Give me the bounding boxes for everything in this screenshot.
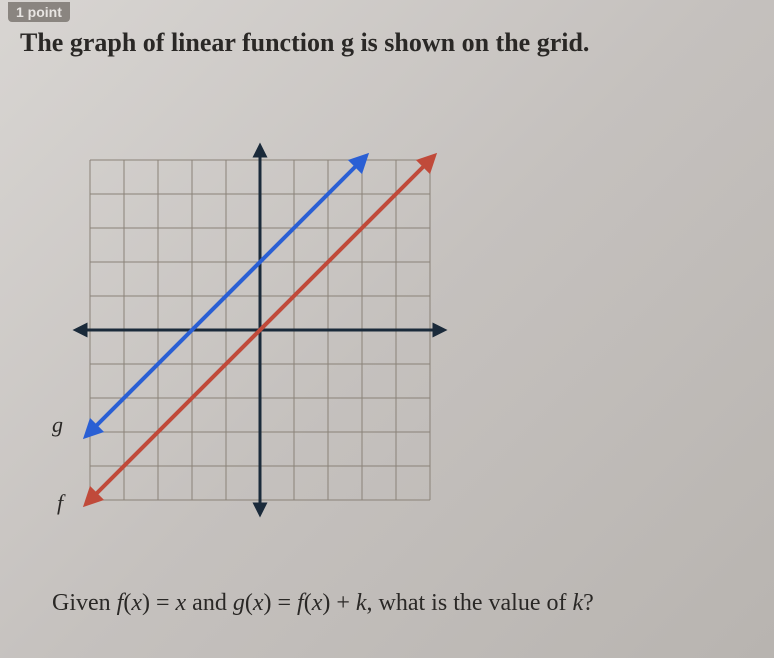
graph [70, 140, 450, 520]
x-var: x [176, 590, 187, 616]
and-text: and [186, 590, 233, 616]
k-var: k [572, 590, 583, 616]
graph-svg [70, 140, 450, 520]
paren: ( [304, 590, 312, 616]
g-var: g [233, 590, 245, 616]
paren: ( [245, 590, 253, 616]
f-var: f [297, 590, 304, 616]
qmark: ? [583, 590, 594, 616]
given-text: Given f(x) = x and g(x) = f(x) + k, what… [52, 590, 594, 617]
given-prefix: Given [52, 590, 117, 616]
paren: ) = [142, 590, 176, 616]
label-f: f [57, 490, 63, 516]
k-var: k [356, 590, 367, 616]
x-var: x [312, 590, 323, 616]
x-var: x [131, 590, 142, 616]
page-background: 1 point The graph of linear function g i… [0, 0, 774, 658]
x-var: x [253, 590, 264, 616]
suffix: , what is the value of [367, 590, 573, 616]
paren: ) + [322, 590, 356, 616]
label-g: g [52, 412, 63, 438]
points-badge: 1 point [8, 2, 70, 22]
paren: ) = [263, 590, 297, 616]
question-text: The graph of linear function g is shown … [20, 28, 589, 58]
